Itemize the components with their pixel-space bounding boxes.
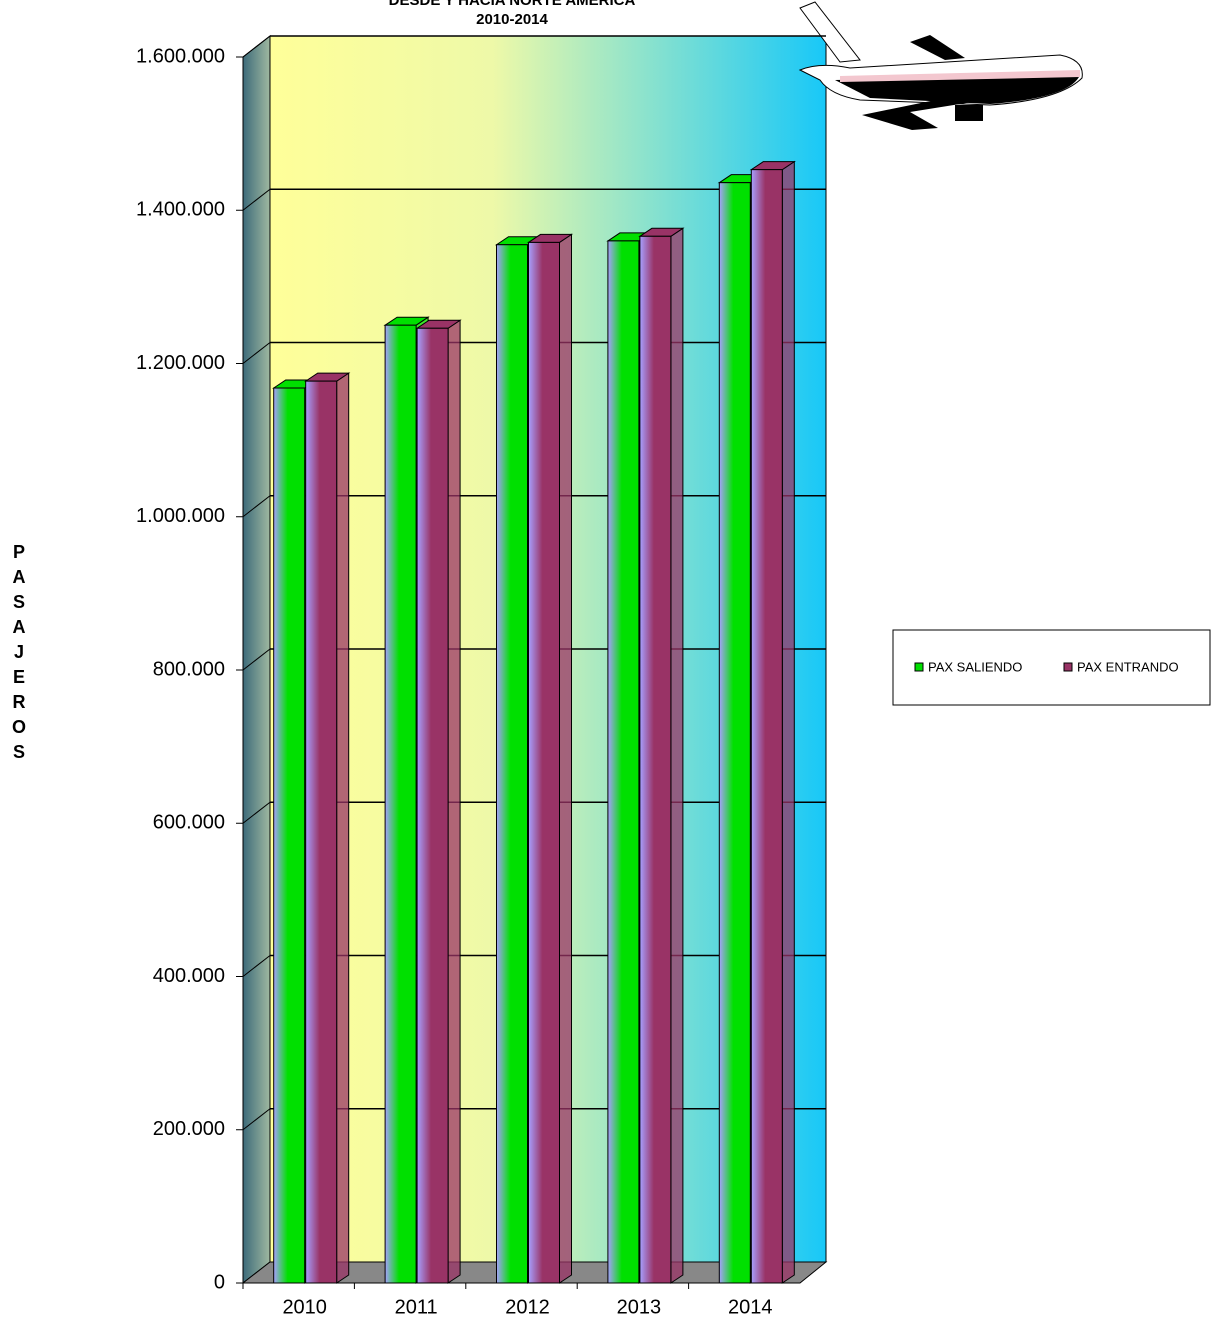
legend: PAX SALIENDO PAX ENTRANDO [892,629,1211,706]
y-tick-label: 200.000 [153,1118,225,1140]
chart-subtitle: 2010-2014 [476,11,548,28]
legend-label: PAX ENTRANDO [1077,659,1179,674]
bar [416,327,449,1284]
grid-line [242,188,271,211]
bar [639,235,672,1284]
x-tick-label: 2010 [282,1296,327,1318]
bar [496,244,528,1284]
y-tick-label: 1.200.000 [136,352,225,374]
bar [750,169,783,1284]
bar-side [559,233,572,1284]
y-axis-label: PASAJEROS [12,542,27,762]
airplane [798,1,1083,130]
legend-swatch [914,662,924,672]
bar [528,241,560,1284]
bar [607,240,640,1284]
x-tick-label: 2014 [728,1296,773,1318]
legend-swatch [1063,662,1073,672]
bar-side [336,372,350,1284]
x-tick-label: 2012 [505,1296,550,1318]
legend-label: PAX SALIENDO [928,659,1022,674]
bar [384,324,417,1284]
y-tick-label: 600.000 [153,812,225,834]
x-tick-label: 2011 [395,1296,438,1318]
grid-line [242,648,271,671]
bar [305,380,338,1284]
grid-line [242,495,271,518]
y-tick-label: 1.000.000 [136,505,225,527]
bar-side [781,160,795,1284]
y-tick-label: 0 [214,1271,225,1293]
grid-line [242,1108,271,1131]
chart-title: DESDE Y HACIA NORTE AMERICA [389,0,636,9]
x-tick-label: 2013 [617,1296,662,1318]
bar [718,182,751,1284]
bar [273,387,306,1284]
grid-line [242,955,271,977]
grid-line [242,342,271,364]
y-tick-label: 800.000 [153,658,225,680]
legend-box [892,629,1211,706]
bar-side [670,227,684,1284]
bar-side [447,319,461,1284]
y-tick-label: 1.400.000 [136,199,225,221]
grid-line [242,35,271,58]
grid-line [242,801,271,824]
y-tick-label: 1.600.000 [136,45,225,67]
y-tick-label: 400.000 [153,965,225,987]
